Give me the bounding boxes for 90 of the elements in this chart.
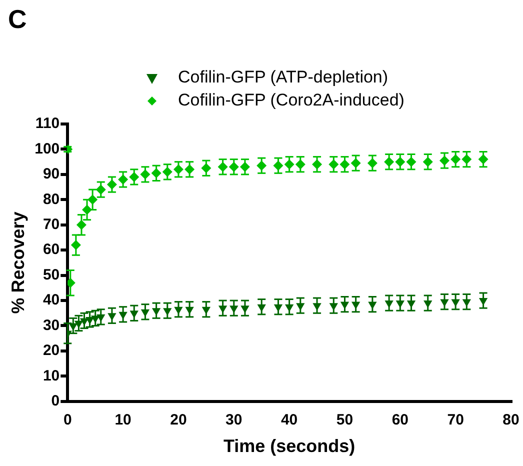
point [140,309,150,317]
legend-label: Cofilin-GFP (ATP-depletion) [178,68,388,87]
y-tick-label: 60 [42,241,60,258]
x-tick-label: 50 [336,412,354,429]
point [240,306,250,314]
point [340,159,350,170]
point [151,168,162,178]
x-tick-label: 10 [114,412,132,429]
y-tick-label: 110 [35,115,60,132]
point [274,304,283,312]
point [152,308,161,316]
x-tick-label: 80 [502,412,520,429]
point [328,159,339,170]
point [118,312,128,320]
point [462,299,471,307]
point [312,159,322,170]
y-tick-label: 100 [34,140,60,158]
point [130,310,138,318]
point [140,169,150,180]
point [284,159,294,170]
point [439,156,450,166]
point [82,204,92,215]
point [173,164,184,174]
y-tick-label: 70 [42,216,60,234]
point [422,156,433,167]
y-tick-label: 40 [42,292,60,309]
y-tick-label: 0 [51,392,60,410]
point [368,302,377,310]
point [184,164,195,174]
y-tick-label: 10 [42,367,60,384]
point [240,162,250,172]
point [88,194,98,205]
point [295,159,306,170]
x-tick-label: 40 [280,412,298,429]
point [424,300,432,308]
point [218,306,228,314]
point [96,314,106,322]
point [162,166,172,177]
point [68,323,78,331]
y-tick-label: 30 [42,316,60,334]
point [228,162,239,172]
point [163,308,172,316]
x-tick-label: 20 [170,412,187,429]
point [478,298,488,306]
point [218,162,228,172]
x-tick-label: 70 [447,412,464,429]
point [256,160,267,171]
point [257,304,266,312]
point [129,172,140,182]
point [351,302,360,310]
x-tick-label: 30 [226,412,242,429]
point [451,299,460,307]
point [284,304,294,312]
point [74,320,84,328]
point [273,160,284,171]
point [201,163,212,174]
y-tick-label: 80 [42,190,60,208]
point [96,184,106,195]
point [312,303,322,311]
point [185,306,194,314]
point [450,154,461,164]
point [230,306,238,314]
text: C [8,4,27,34]
x-tick-label: 0 [63,412,72,429]
point [384,300,394,308]
y-tick-label: 50 [42,266,60,284]
point [367,158,378,168]
point [396,300,404,308]
point [384,156,394,167]
point [440,299,449,307]
y-tick-label: 90 [42,166,60,183]
point [70,240,81,250]
y-tick-label: 20 [42,342,60,360]
point [108,313,116,321]
point [202,306,211,314]
x-tick-label: 60 [392,412,408,429]
point [118,174,128,184]
point [76,220,86,230]
point [329,303,338,311]
x-axis-title: Time (seconds) [223,436,356,456]
point [296,303,305,311]
point [406,156,416,167]
point [478,154,488,164]
point [174,306,183,314]
legend-label: Cofilin-GFP (Coro2A-induced) [178,90,404,110]
y-axis-title: % Recovery [8,212,28,314]
point [350,158,361,168]
point [106,180,117,190]
point [395,156,406,167]
point [462,154,472,164]
